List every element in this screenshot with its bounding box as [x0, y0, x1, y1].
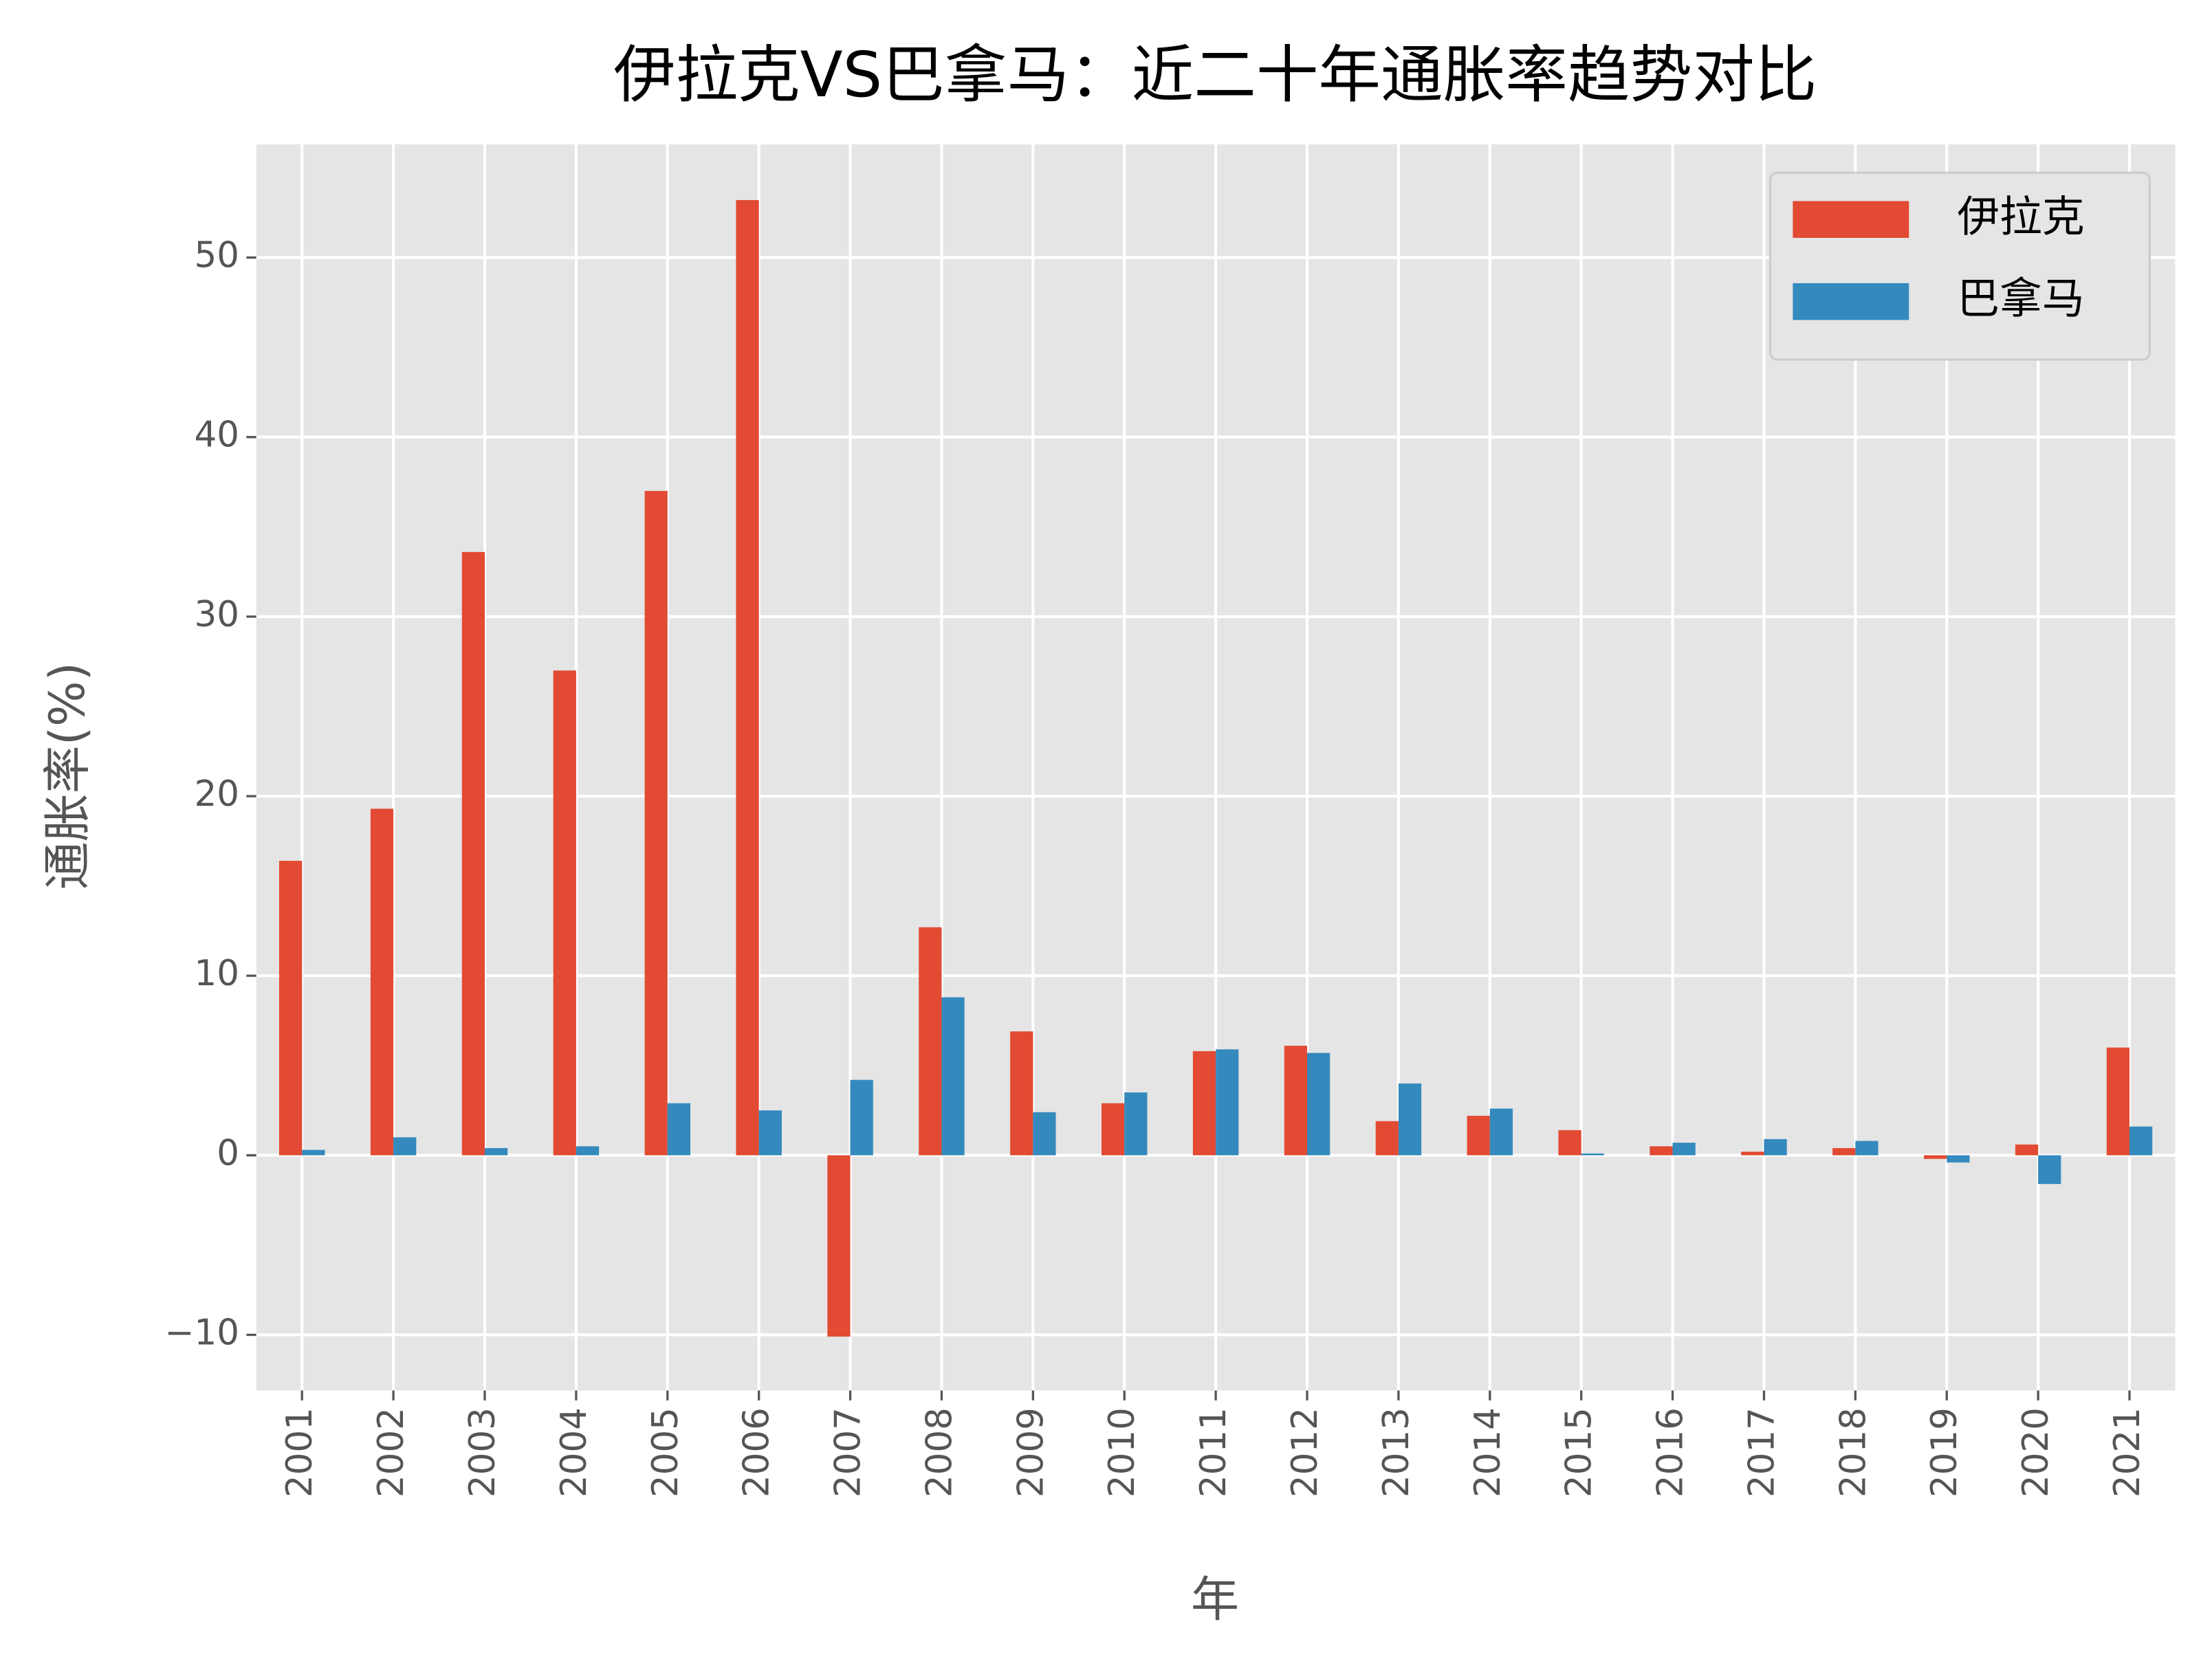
bar — [1764, 1139, 1787, 1156]
bar — [302, 1150, 325, 1156]
y-tick-label: 50 — [195, 235, 240, 276]
y-tick-label: −10 — [164, 1312, 239, 1353]
bars — [278, 200, 2153, 1337]
x-tick-label: 2013 — [1376, 1407, 1417, 1497]
axes: −10 0 10 20 30 40 50 2001 2002 2003 2004 2005 2006 20… — [164, 235, 2148, 1498]
x-tick-label: 2003 — [462, 1407, 503, 1497]
y-tick-label: 10 — [195, 953, 240, 994]
bar — [1741, 1152, 1764, 1156]
x-tick-label: 2017 — [1741, 1407, 1782, 1497]
bar — [644, 491, 668, 1156]
x-tick-label: 2005 — [645, 1407, 686, 1497]
bar — [1375, 1121, 1399, 1156]
bar — [1307, 1053, 1331, 1156]
bar — [941, 997, 965, 1156]
bar — [1216, 1049, 1239, 1156]
bar — [2106, 1047, 2130, 1156]
bar — [393, 1137, 417, 1156]
bar — [1672, 1143, 1696, 1156]
legend-swatch — [1793, 283, 1909, 320]
bar — [1558, 1130, 1581, 1156]
bar — [1192, 1051, 1216, 1156]
bar — [667, 1103, 691, 1156]
bar — [1102, 1103, 1125, 1156]
x-tick-label: 2020 — [2015, 1407, 2057, 1497]
chart-title: 伊拉克VS巴拿马：近二十年通胀率趋势对比 — [613, 39, 1817, 111]
x-tick-label: 2016 — [1650, 1407, 1691, 1497]
bar — [278, 861, 303, 1156]
bar — [484, 1147, 508, 1156]
bar — [758, 1110, 782, 1156]
x-tick-label: 2015 — [1559, 1407, 1600, 1497]
legend-label: 巴拿马 — [1957, 274, 2084, 324]
x-tick-label: 2007 — [828, 1407, 869, 1497]
legend-swatch — [1793, 201, 1909, 238]
bar — [1124, 1092, 1148, 1156]
bar — [1398, 1083, 1422, 1156]
y-tick-label: 20 — [195, 773, 240, 815]
x-tick-label: 2008 — [919, 1407, 960, 1497]
bar — [850, 1079, 873, 1156]
x-tick-label: 2018 — [1832, 1407, 1874, 1497]
bar — [736, 200, 759, 1156]
x-tick-label: 2002 — [371, 1407, 412, 1497]
bar — [919, 927, 942, 1156]
bar — [1855, 1141, 1879, 1156]
bar — [1832, 1147, 1856, 1156]
x-tick-label: 2021 — [2107, 1407, 2148, 1497]
bar — [2129, 1126, 2153, 1156]
bar — [370, 809, 394, 1156]
bar — [1010, 1031, 1033, 1156]
x-tick-label: 2001 — [279, 1407, 320, 1497]
x-tick-label: 2019 — [1924, 1407, 1965, 1497]
x-tick-label: 2009 — [1010, 1407, 1051, 1497]
x-tick-label: 2010 — [1102, 1407, 1143, 1497]
bar — [1033, 1112, 1056, 1156]
y-axis-label: 通胀率(%) — [39, 662, 96, 890]
bar — [1650, 1146, 1673, 1156]
x-tick-label: 2004 — [554, 1407, 595, 1497]
x-tick-label: 2014 — [1467, 1407, 1509, 1497]
bar — [827, 1155, 851, 1337]
x-tick-label: 2012 — [1284, 1407, 1326, 1497]
bar — [461, 551, 485, 1156]
x-axis-label: 年 — [1191, 1571, 1239, 1627]
bar — [2038, 1155, 2061, 1185]
x-tick-label: 2011 — [1193, 1407, 1234, 1497]
y-tick-label: 0 — [217, 1132, 239, 1174]
y-tick-label: 40 — [195, 415, 240, 456]
bar — [1489, 1108, 1513, 1156]
bar — [2015, 1144, 2039, 1156]
bar — [576, 1146, 600, 1156]
x-tick-label: 2006 — [736, 1407, 778, 1497]
bar — [1581, 1153, 1604, 1156]
legend-label: 伊拉克 — [1957, 192, 2084, 241]
bar — [1924, 1155, 1947, 1159]
bar — [1467, 1115, 1490, 1156]
bar — [553, 670, 576, 1156]
y-tick-label: 30 — [195, 594, 240, 635]
bar — [1947, 1155, 1970, 1163]
bar — [1284, 1046, 1308, 1156]
